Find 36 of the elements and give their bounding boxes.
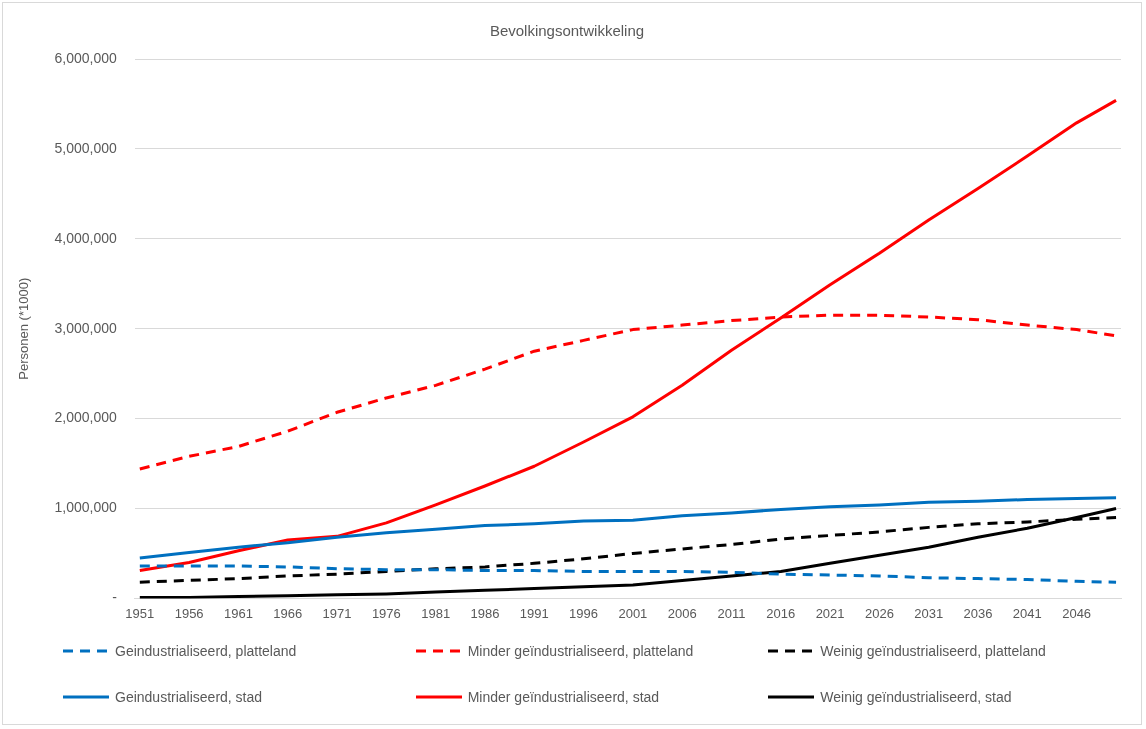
legend-label: Minder geïndustrialiseerd, platteland <box>467 643 694 659</box>
x-tick-label: 1976 <box>371 605 401 621</box>
y-tick-label: 3,000,000 <box>54 319 118 336</box>
y-tick-label: 1,000,000 <box>54 499 118 516</box>
x-tick-label: 2011 <box>717 605 746 621</box>
legend-label: Weinig geïndustrialiseerd, stad <box>820 689 1012 705</box>
y-tick-label: 5,000,000 <box>54 139 118 156</box>
legend-label: Minder geïndustrialiseerd, stad <box>467 689 660 705</box>
x-tick-label: 1971 <box>322 605 352 621</box>
x-tick-label: 1991 <box>519 605 549 621</box>
x-tick-label: 2001 <box>618 605 648 621</box>
x-tick-label: 2036 <box>963 605 993 621</box>
x-tick-label: 1981 <box>421 605 451 621</box>
legend-label: Geindustrialiseerd, platteland <box>115 643 297 659</box>
legend-label: Geindustrialiseerd, stad <box>115 689 263 705</box>
x-tick-label: 2006 <box>667 605 697 621</box>
y-tick-label: 2,000,000 <box>54 409 118 426</box>
x-tick-label: 2041 <box>1012 605 1042 621</box>
x-tick-label: 2046 <box>1062 605 1092 621</box>
line-series <box>138 564 1118 584</box>
y-tick-label: 6,000,000 <box>54 49 118 66</box>
x-tick-label: 1966 <box>273 605 303 621</box>
x-tick-label: 2016 <box>766 605 796 621</box>
y-axis-title: Personen (*1000) <box>16 277 32 380</box>
x-tick-label: 2031 <box>914 605 944 621</box>
x-tick-label: 1961 <box>223 605 253 621</box>
x-tick-label: 2021 <box>815 605 845 621</box>
legend-label: Weinig geïndustrialiseerd, platteland <box>820 643 1046 659</box>
x-tick-label: 1996 <box>569 605 599 621</box>
chart-title: Bevolkingsontwikkeling <box>489 22 645 40</box>
y-tick-label: - <box>112 589 118 606</box>
x-tick-label: 1956 <box>174 605 204 621</box>
x-tick-label: 2026 <box>864 605 894 621</box>
x-tick-label: 1951 <box>125 605 155 621</box>
x-tick-label: 1986 <box>470 605 500 621</box>
y-tick-label: 4,000,000 <box>54 229 118 246</box>
